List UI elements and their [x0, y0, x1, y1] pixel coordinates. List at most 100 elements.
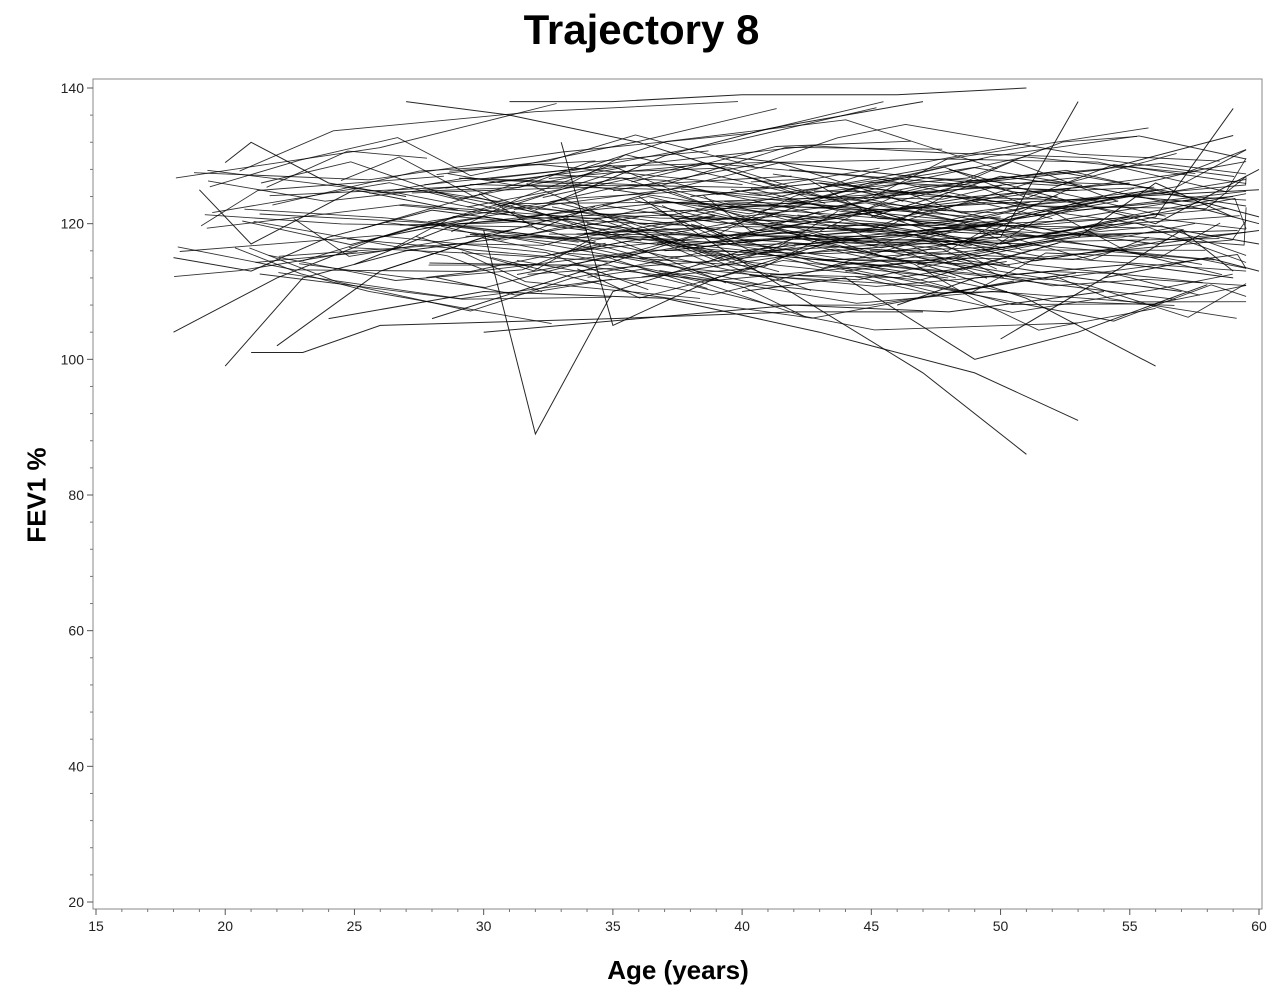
trajectory-line — [897, 263, 1234, 306]
x-tick-label: 25 — [347, 918, 363, 934]
chart-title: Trajectory 8 — [523, 6, 760, 53]
trajectory-line — [348, 247, 904, 282]
trajectory-line — [824, 196, 1196, 238]
trajectory-line — [179, 235, 649, 291]
trajectory-line — [750, 187, 1238, 237]
trajectory-line — [716, 163, 1247, 208]
trajectory-line — [483, 230, 872, 436]
trajectory-line — [445, 145, 1235, 189]
x-tick-label: 20 — [217, 918, 233, 934]
trajectory-line — [212, 182, 642, 242]
trajectory-line — [209, 108, 777, 188]
trajectory-line — [788, 187, 1247, 230]
trajectory-line — [542, 162, 1184, 231]
trajectory-line — [399, 204, 702, 227]
trajectory-line — [567, 238, 821, 268]
trajectory-line — [361, 167, 880, 230]
trajectory-line — [1000, 257, 1260, 340]
trajectory-line — [436, 134, 755, 176]
trajectory-line — [573, 198, 1100, 261]
trajectory-line — [491, 257, 1014, 319]
trajectory-line — [561, 203, 1005, 249]
trajectory-line — [662, 235, 1059, 281]
x-tick-label: 60 — [1251, 918, 1267, 934]
x-tick-label: 15 — [88, 918, 104, 934]
y-tick-label: 60 — [68, 623, 84, 639]
trajectory-line — [242, 193, 545, 246]
y-tick-label: 120 — [61, 216, 85, 232]
y-tick-label: 20 — [68, 894, 84, 910]
trajectory-line — [526, 182, 997, 270]
trajectory-line — [193, 101, 884, 181]
trajectory-line — [426, 213, 773, 278]
trajectory-line — [527, 197, 1198, 275]
trajectory-line — [266, 150, 428, 188]
trajectory-line — [204, 214, 677, 268]
trajectory-line — [549, 175, 792, 203]
trajectory-line — [703, 194, 1203, 284]
trajectory-line — [354, 209, 1027, 265]
trajectory-line — [742, 277, 1208, 360]
trajectory-line — [750, 178, 1031, 222]
trajectory-line — [806, 222, 1247, 263]
trajectory-line — [386, 222, 759, 285]
series-layer — [173, 87, 1260, 455]
trajectory-line — [810, 164, 1247, 200]
x-axis-label: Age (years) — [607, 955, 749, 985]
trajectory-line — [577, 259, 949, 299]
trajectory-line — [447, 173, 788, 189]
trajectory-line — [509, 237, 807, 318]
trajectory-line — [705, 202, 1206, 251]
trajectory-line — [174, 250, 358, 278]
trajectory-line — [207, 107, 877, 202]
trajectory-line — [680, 135, 1247, 197]
trajectory-line — [302, 211, 516, 262]
y-tick-label: 100 — [61, 351, 85, 367]
trajectory-line — [328, 290, 1079, 421]
trajectory-line — [868, 265, 1247, 305]
trajectory-line — [711, 142, 1031, 238]
x-tick-label: 40 — [734, 918, 750, 934]
trajectory-line — [899, 189, 1157, 214]
trajectory-line — [710, 149, 1247, 249]
trajectory-line — [638, 196, 1027, 455]
trajectory-line — [831, 244, 1247, 269]
trajectory-line — [613, 123, 1220, 192]
trajectory-line — [797, 214, 1149, 261]
trajectory-line — [716, 242, 1175, 306]
trajectory-line — [732, 171, 1183, 239]
trajectory-line — [399, 195, 1058, 226]
trajectory-line — [517, 196, 1155, 246]
trajectory-line — [269, 186, 727, 284]
y-tick-label: 40 — [68, 758, 84, 774]
trajectory-line — [340, 156, 838, 249]
y-tick-label: 140 — [61, 80, 85, 96]
trajectory-line — [469, 183, 779, 231]
trajectory-line — [384, 237, 608, 271]
plot-frame — [92, 78, 1263, 910]
trajectory-line — [467, 177, 706, 208]
trajectory-line — [272, 160, 596, 206]
trajectory-line — [813, 160, 1118, 202]
trajectory-line — [224, 216, 639, 367]
trajectory-line — [200, 175, 444, 227]
trajectory-line — [764, 225, 978, 266]
trajectory-line — [456, 224, 795, 285]
trajectory-line — [749, 135, 1138, 194]
trajectory-line — [459, 177, 1144, 229]
trajectory-line — [602, 190, 1247, 234]
trajectory-line — [175, 103, 557, 179]
trajectory-line — [276, 209, 588, 347]
trajectory-line — [576, 194, 1053, 235]
trajectory-line — [206, 204, 681, 248]
y-tick-label: 80 — [68, 487, 84, 503]
trajectory-line — [731, 161, 1247, 222]
trajectory-line — [634, 200, 1004, 279]
trajectory-line — [517, 181, 1166, 221]
trajectory-line — [716, 135, 1234, 184]
trajectory-line — [698, 149, 1247, 219]
trajectory-line — [516, 254, 1247, 296]
trajectory-line — [260, 161, 626, 200]
